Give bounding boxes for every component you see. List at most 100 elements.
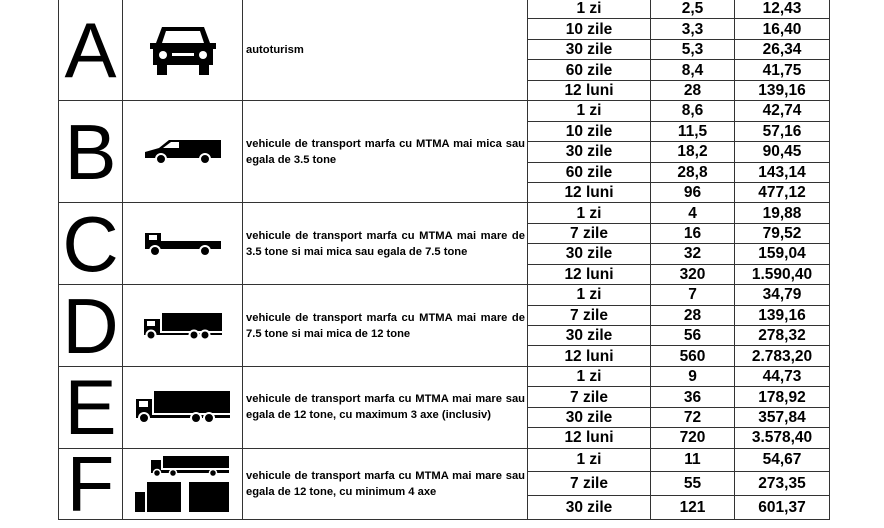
category-letter: D xyxy=(58,284,123,367)
price-lei: 41,75 xyxy=(734,59,830,81)
price-lei: 26,34 xyxy=(734,38,830,61)
price-lei: 477,12 xyxy=(734,181,830,204)
period: 30 zile xyxy=(527,406,651,429)
period: 12 luni xyxy=(527,79,651,102)
price-lei: 2.783,20 xyxy=(734,345,830,367)
tariff-row: 30 zile 56 278,32 xyxy=(59,324,830,347)
price-eur: 121 xyxy=(650,494,735,520)
price-lei: 357,84 xyxy=(734,406,830,429)
price-eur: 28,8 xyxy=(650,161,735,183)
price-lei: 79,52 xyxy=(734,222,830,245)
vehicle-icon-cell xyxy=(122,284,243,367)
price-lei: 44,73 xyxy=(734,365,830,388)
period: 30 zile xyxy=(527,494,651,520)
van-icon xyxy=(123,138,242,166)
price-lei: 139,16 xyxy=(734,304,830,327)
period: 30 zile xyxy=(527,141,651,163)
tariff-row: 7 zile 16 79,52 xyxy=(59,222,830,245)
price-eur: 4 xyxy=(650,202,735,224)
category-letter: E xyxy=(58,365,123,449)
price-eur: 32 xyxy=(650,243,735,265)
flatbed-truck-icon xyxy=(123,229,242,259)
category-letter: A xyxy=(58,0,123,102)
vehicle-icon-cell xyxy=(122,202,243,286)
category-description: vehicule de transport marfa cu MTMA mai … xyxy=(242,447,528,520)
truck-trailer-icon xyxy=(123,454,242,514)
category-letter: F xyxy=(58,445,123,523)
price-eur: 3,3 xyxy=(650,18,735,40)
price-lei: 42,74 xyxy=(734,100,830,122)
category-description: vehicule de transport marfa cu MTMA mai … xyxy=(242,202,528,286)
price-eur: 28 xyxy=(650,304,735,327)
category-description: vehicule de transport marfa cu MTMA mai … xyxy=(242,284,528,367)
price-lei: 143,14 xyxy=(734,161,830,183)
period: 7 zile xyxy=(527,304,651,327)
vehicle-icon-cell xyxy=(122,365,243,449)
period: 1 zi xyxy=(527,100,651,122)
price-eur: 18,2 xyxy=(650,141,735,163)
price-eur: 8,6 xyxy=(650,100,735,122)
period: 7 zile xyxy=(527,222,651,245)
period: 1 zi xyxy=(527,284,651,306)
tariff-row: 30 zile 72 357,84 xyxy=(59,406,830,429)
price-eur: 28 xyxy=(650,79,735,102)
price-eur: 720 xyxy=(650,427,735,449)
period: 12 luni xyxy=(527,427,651,449)
period: 12 luni xyxy=(527,345,651,367)
price-eur: 7 xyxy=(650,284,735,306)
vehicle-icon-cell xyxy=(122,100,243,204)
price-lei: 12,43 xyxy=(734,0,830,20)
price-eur: 320 xyxy=(650,263,735,286)
tariff-row: 30 zile 5,3 26,34 xyxy=(59,38,830,61)
price-lei: 16,40 xyxy=(734,18,830,40)
box-truck-icon xyxy=(123,311,242,341)
tariff-row: 60 zile 28,8 143,14 xyxy=(59,161,830,183)
tariff-row: 30 zile 18,2 90,45 xyxy=(59,141,830,163)
category-letter: B xyxy=(58,100,123,204)
price-eur: 560 xyxy=(650,345,735,367)
category-description: vehicule de transport marfa cu MTMA mai … xyxy=(242,100,528,204)
period: 1 zi xyxy=(527,447,651,473)
price-eur: 8,4 xyxy=(650,59,735,81)
price-lei: 34,79 xyxy=(734,284,830,306)
price-eur: 96 xyxy=(650,181,735,204)
price-eur: 55 xyxy=(650,471,735,496)
tariff-row: 12 luni 720 3.578,40 xyxy=(59,427,830,449)
category-description: vehicule de transport marfa cu MTMA mai … xyxy=(242,365,528,449)
price-lei: 57,16 xyxy=(734,120,830,143)
price-lei: 159,04 xyxy=(734,243,830,265)
car-icon xyxy=(123,23,242,77)
period: 60 zile xyxy=(527,161,651,183)
period: 30 zile xyxy=(527,38,651,61)
period: 12 luni xyxy=(527,181,651,204)
category-letter: C xyxy=(58,202,123,286)
price-lei: 178,92 xyxy=(734,386,830,408)
price-eur: 9 xyxy=(650,365,735,388)
period: 30 zile xyxy=(527,243,651,265)
price-lei: 1.590,40 xyxy=(734,263,830,286)
price-eur: 36 xyxy=(650,386,735,408)
tariff-row: 12 luni 28 139,16 xyxy=(59,79,830,102)
period: 60 zile xyxy=(527,59,651,81)
period: 1 zi xyxy=(527,202,651,224)
price-lei: 139,16 xyxy=(734,79,830,102)
vehicle-icon-cell xyxy=(122,447,243,520)
price-lei: 278,32 xyxy=(734,324,830,347)
period: 10 zile xyxy=(527,18,651,40)
category-description: autoturism xyxy=(242,0,528,102)
period: 1 zi xyxy=(527,0,651,20)
tariff-row: 12 luni 96 477,12 xyxy=(59,181,830,204)
price-eur: 16 xyxy=(650,222,735,245)
period: 10 zile xyxy=(527,120,651,143)
period: 1 zi xyxy=(527,365,651,388)
period: 7 zile xyxy=(527,386,651,408)
price-eur: 56 xyxy=(650,324,735,347)
price-eur: 72 xyxy=(650,406,735,429)
